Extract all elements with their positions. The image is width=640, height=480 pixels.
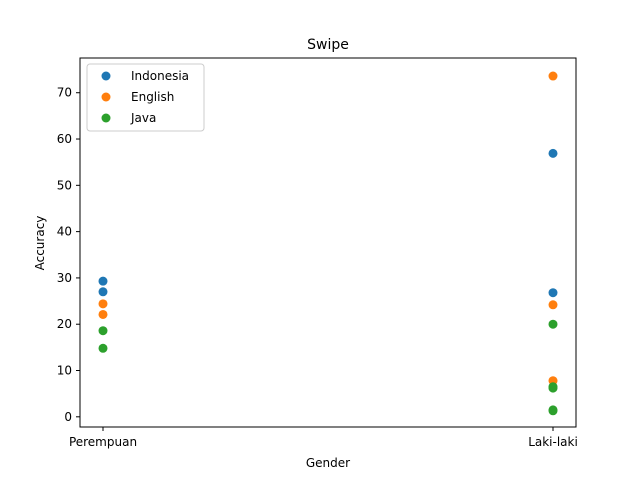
y-tick-label: 50 <box>57 178 72 192</box>
data-point <box>548 406 558 416</box>
plot-area <box>98 71 558 416</box>
legend-marker <box>101 92 111 102</box>
data-point <box>98 299 108 309</box>
y-tick-label: 40 <box>57 225 72 239</box>
legend-label: Java <box>130 111 156 125</box>
y-tick-label: 60 <box>57 132 72 146</box>
data-point <box>98 276 108 286</box>
y-axis-label: Accuracy <box>33 216 47 271</box>
data-point <box>548 148 558 158</box>
legend-marker <box>101 71 111 81</box>
legend: Indonesia English Java <box>86 63 205 132</box>
data-point <box>98 287 108 297</box>
x-tick-label: Laki-laki <box>528 435 578 449</box>
data-point <box>548 319 558 329</box>
data-point <box>548 71 558 81</box>
data-point <box>98 326 108 336</box>
y-tick-label: 0 <box>64 410 72 424</box>
chart-title: Swipe <box>307 37 349 53</box>
axes: 0 10 20 30 40 50 60 70 Perempuan Laki-laki <box>57 57 578 449</box>
data-point <box>98 343 108 353</box>
data-point <box>548 383 558 393</box>
plot-frame <box>79 57 577 428</box>
x-tick-label: Perempuan <box>69 435 137 449</box>
legend-label: English <box>131 90 174 104</box>
legend-box <box>86 63 205 132</box>
data-point <box>98 309 108 319</box>
y-tick-label: 30 <box>57 271 72 285</box>
y-tick-label: 10 <box>57 364 72 378</box>
data-point <box>548 300 558 310</box>
legend-marker <box>101 113 111 123</box>
y-tick-label: 20 <box>57 317 72 331</box>
data-point <box>548 288 558 298</box>
y-tick-label: 70 <box>57 86 72 100</box>
legend-label: Indonesia <box>131 69 189 83</box>
x-axis-label: Gender <box>306 456 350 470</box>
